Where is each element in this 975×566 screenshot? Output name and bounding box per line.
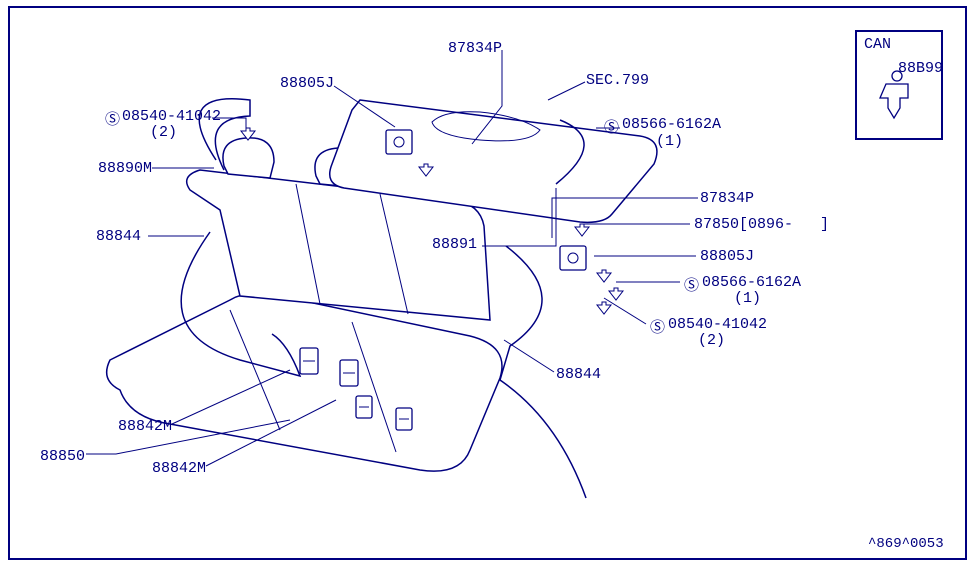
label-88890M: 88890M [98,160,152,177]
circled-s-icon: Ⓢ [684,274,699,295]
label-08540-qty-right: (2) [698,332,725,349]
label-88805J-top: 88805J [280,75,334,92]
label-08566-6162A-right: 08566-6162A [702,274,801,291]
label-88805J-right: 88805J [700,248,754,265]
label-88B99: 88B99 [898,60,943,77]
can-title: CAN [864,36,891,53]
parts-diagram-svg [0,0,975,566]
label-88844-left: 88844 [96,228,141,245]
label-88891: 88891 [432,236,477,253]
label-08566-qty-right: (1) [734,290,761,307]
label-88842M-a: 88842M [118,418,172,435]
label-88850: 88850 [40,448,85,465]
label-08566-6162A-top: 08566-6162A [622,116,721,133]
reference-code: ^869^0053 [868,536,944,552]
circled-s-icon: Ⓢ [650,316,665,337]
label-87834P-right: 87834P [700,190,754,207]
label-08540-41042-tl: 08540-41042 [122,108,221,125]
label-sec799: SEC.799 [586,72,649,89]
circled-s-icon: Ⓢ [604,116,619,137]
label-87834P-top: 87834P [448,40,502,57]
label-88844-right: 88844 [556,366,601,383]
circled-s-icon: Ⓢ [105,108,120,129]
label-08540-qty-tl: (2) [150,124,177,141]
label-08540-41042-right: 08540-41042 [668,316,767,333]
label-87850: 87850[0896- ] [694,216,829,233]
label-88842M-b: 88842M [152,460,206,477]
label-08566-qty-top: (1) [656,133,683,150]
